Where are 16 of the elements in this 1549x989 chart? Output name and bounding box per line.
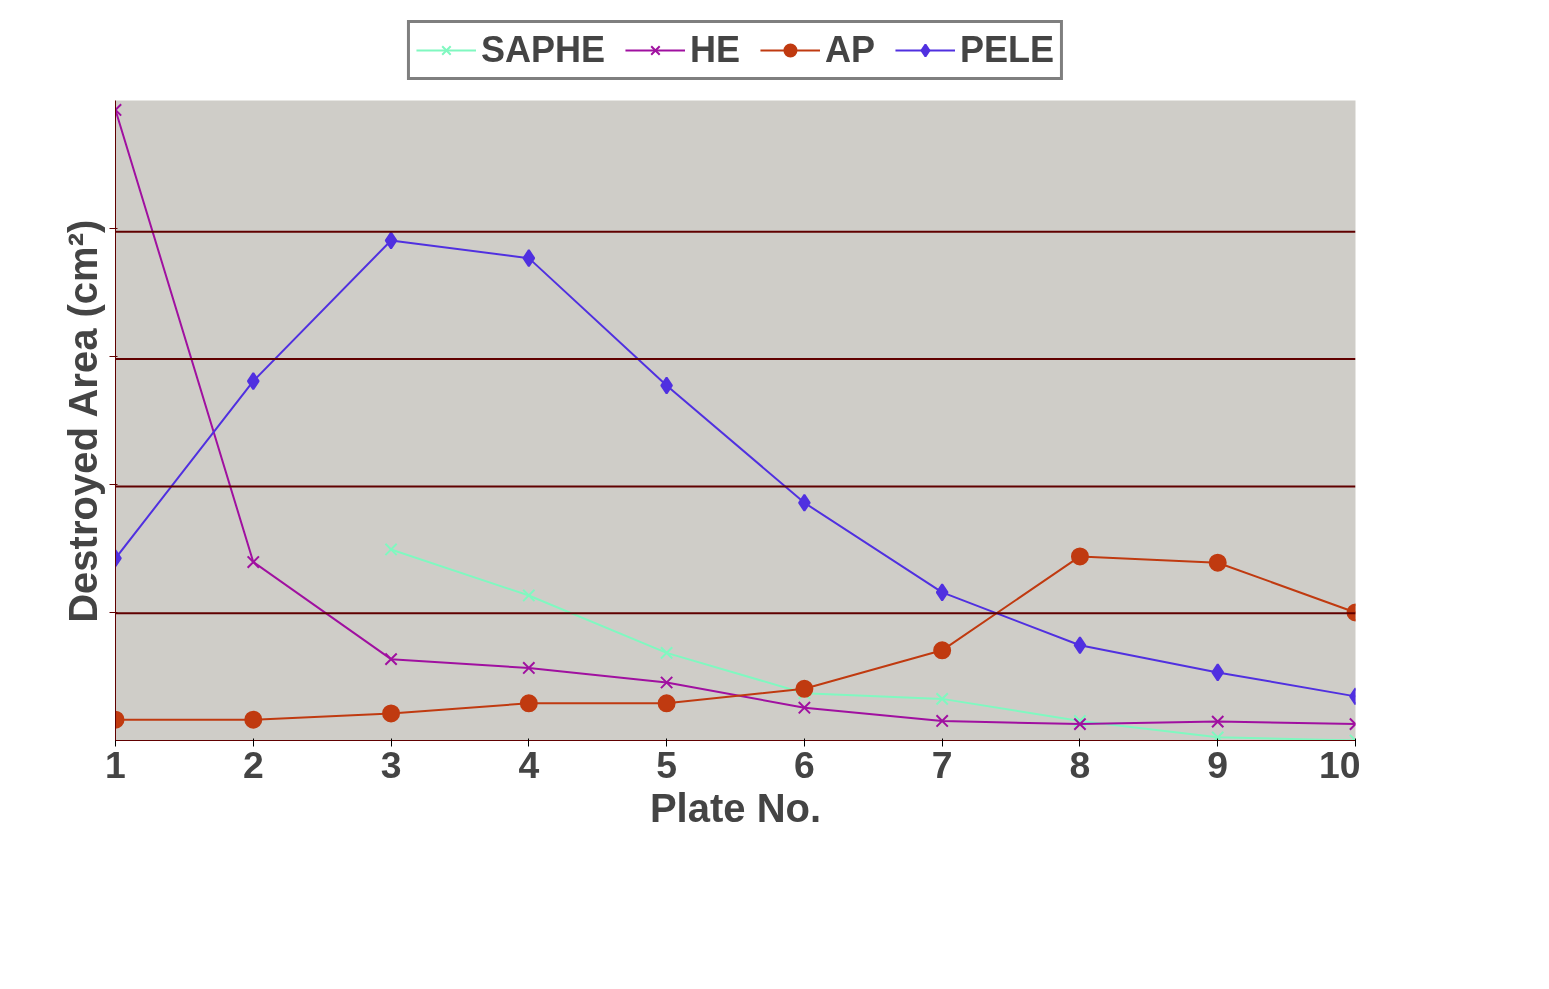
x-tick-label: 6 [794, 743, 815, 786]
x-tick-label: 3 [380, 743, 402, 786]
legend-label: AP [825, 29, 876, 71]
x-tick-label: 2 [242, 743, 264, 786]
x-tick-label: 5 [656, 743, 677, 786]
legend-label: PELE [960, 29, 1055, 71]
x-tick-label: 7 [931, 743, 953, 786]
y-axis-title: Destroyed Area (cm²) [60, 219, 105, 623]
legend-label: HE [689, 29, 740, 71]
legend-label: SAPHE [480, 29, 605, 71]
x-tick-label: 8 [1069, 743, 1091, 786]
x-tick-label: 10 [1318, 743, 1361, 786]
x-axis-title: Plate No. [649, 785, 822, 830]
x-tick-label: 4 [518, 743, 540, 786]
x-tick-label: 1 [105, 743, 126, 786]
x-tick-label: 9 [1207, 743, 1229, 786]
